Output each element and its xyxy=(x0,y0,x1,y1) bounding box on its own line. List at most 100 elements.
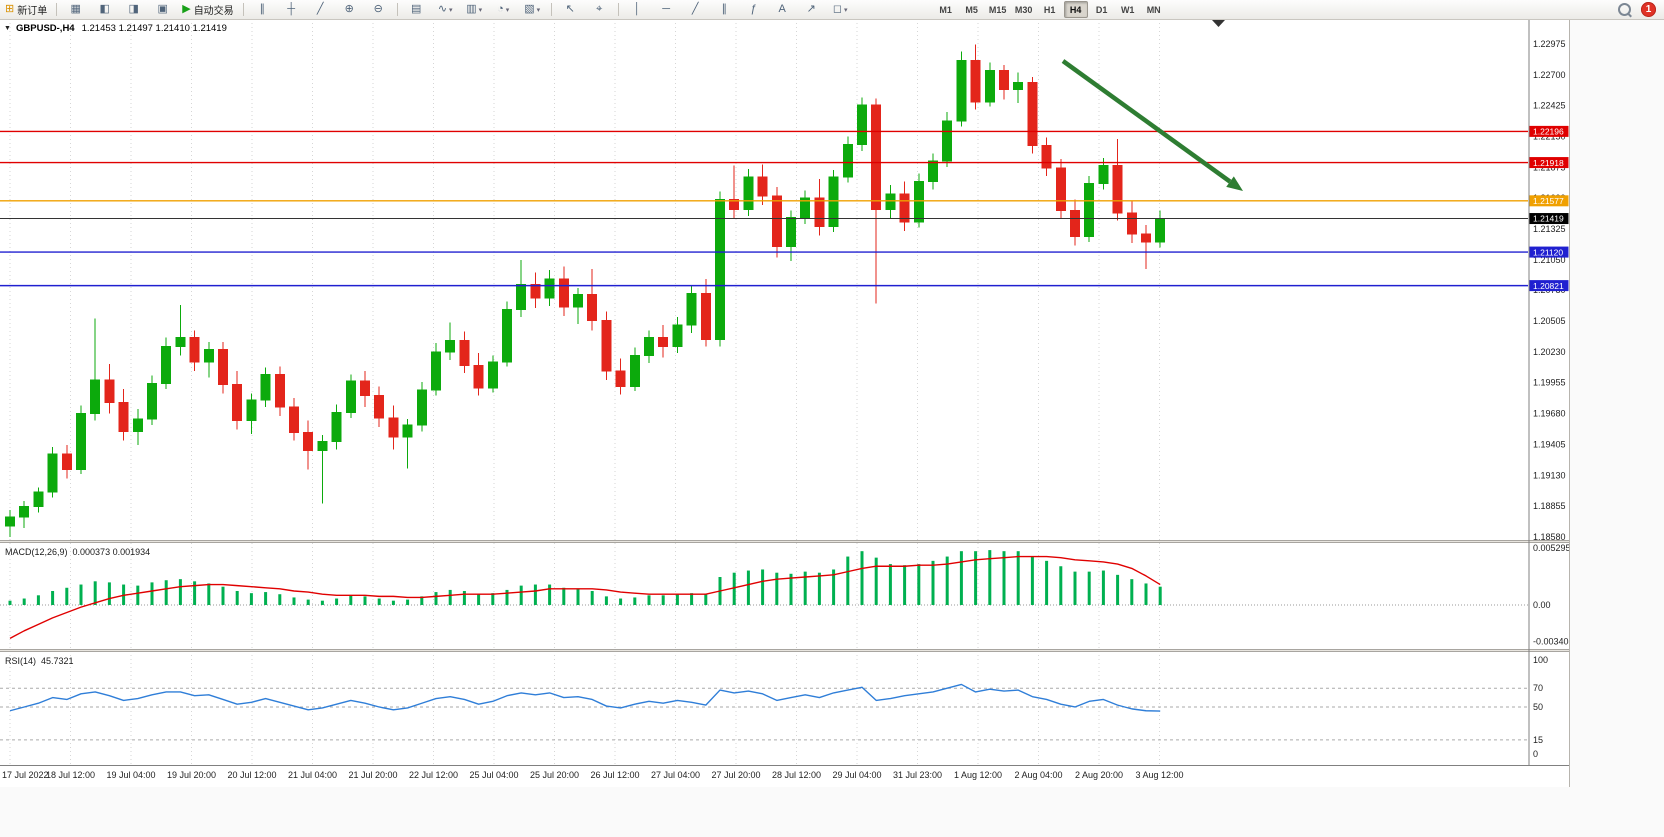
macd-histogram-bar xyxy=(761,569,765,605)
indicators-button[interactable]: ∿ ▾ xyxy=(432,0,459,19)
candle xyxy=(644,330,654,364)
candle xyxy=(601,311,612,380)
candle xyxy=(573,287,583,324)
candle xyxy=(374,386,385,428)
timeframe-button-m30[interactable]: M30 xyxy=(1014,4,1033,15)
auto-trading-button[interactable]: ▶ 自动交易 xyxy=(178,0,237,19)
chart-shift-marker[interactable] xyxy=(1212,20,1225,27)
candle xyxy=(274,366,285,416)
fibonacci-tool-button[interactable]: ƒ xyxy=(740,0,767,19)
timeframe-button-m15[interactable]: M15 xyxy=(988,4,1007,15)
price-badge: 1.21120 xyxy=(1529,246,1569,258)
dropdown-caret-icon: ▾ xyxy=(478,6,483,14)
timeframe-button-mn[interactable]: MN xyxy=(1146,4,1161,15)
auto-trading-play-icon: ▶ xyxy=(182,3,191,15)
candlestick-chart-button[interactable]: ┼ xyxy=(278,0,305,19)
price-axis-label: 1.22425 xyxy=(1533,101,1566,111)
tile-windows-button[interactable]: ▤ xyxy=(403,0,430,19)
candle xyxy=(1027,77,1038,154)
snapshot-button[interactable]: ▧ ▾ xyxy=(519,0,546,19)
candle xyxy=(317,434,328,504)
price-axis-label: 1.21050 xyxy=(1533,255,1566,265)
text-tool-button[interactable]: A xyxy=(769,0,796,19)
trend-arrow[interactable] xyxy=(1061,59,1243,191)
candle xyxy=(1041,137,1052,176)
dropdown-caret-icon: ▾ xyxy=(536,6,541,14)
zoom-out-button[interactable]: ⊖ xyxy=(365,0,392,19)
macd-histogram-bar xyxy=(690,593,694,605)
candle xyxy=(416,382,427,432)
rsi-axis-label: 100 xyxy=(1533,655,1548,665)
cursor-tool-button[interactable]: ↖ xyxy=(557,0,584,19)
price-axis-label: 1.19130 xyxy=(1533,470,1566,480)
annotation-badge[interactable]: 1 xyxy=(1641,2,1656,17)
timeframe-button-h4[interactable]: H4 xyxy=(1063,1,1088,18)
candlestick-chart-icon: ┼ xyxy=(287,3,296,15)
navigator-button[interactable]: ◨ xyxy=(120,0,147,19)
shapes-tool-button[interactable]: ◻ ▾ xyxy=(827,0,854,19)
time-axis-label: 25 Jul 04:00 xyxy=(469,770,518,780)
timeframe-button-w1[interactable]: W1 xyxy=(1120,4,1135,15)
vertical-line-tool-button[interactable]: │ xyxy=(624,0,651,19)
trendline-tool-button[interactable]: ╱ xyxy=(682,0,709,19)
timeframe-button-d1[interactable]: D1 xyxy=(1095,4,1108,15)
timeframe-button-m1[interactable]: M1 xyxy=(939,4,952,15)
chart-window[interactable]: 1.229751.227001.224251.221501.218751.216… xyxy=(0,19,1574,788)
macd-histogram-bar xyxy=(1130,579,1134,605)
macd-histogram-bar xyxy=(533,584,537,605)
macd-axis-label: 0.00 xyxy=(1533,600,1551,610)
channel-tool-button[interactable]: ∥ xyxy=(711,0,738,19)
candle xyxy=(757,164,768,205)
pane-separator[interactable] xyxy=(0,649,1569,652)
timeframe-button-m5[interactable]: M5 xyxy=(965,4,978,15)
one-click-trading-toggle[interactable]: ▼ xyxy=(4,25,11,32)
macd-histogram-bar xyxy=(434,592,438,605)
annotations-layer[interactable] xyxy=(1061,20,1243,191)
time-axis-label: 21 Jul 20:00 xyxy=(348,770,397,780)
indicators-icon: ∿ xyxy=(437,3,448,15)
templates-button[interactable]: ▥ ▾ xyxy=(461,0,488,19)
candle xyxy=(700,278,711,347)
macd-histogram-bar xyxy=(22,598,26,605)
crosshair-tool-button[interactable]: ⌖ xyxy=(586,0,613,19)
candle xyxy=(33,487,44,513)
market-watch-button[interactable]: ▦ xyxy=(62,0,89,19)
candle xyxy=(218,341,228,394)
candle xyxy=(402,419,413,469)
macd-signal-line xyxy=(9,555,1161,639)
line-chart-button[interactable]: ╱ xyxy=(307,0,334,19)
new-order-label: 新订单 xyxy=(17,6,48,17)
macd-histogram-bar xyxy=(420,596,424,605)
periods-button[interactable]: ◔ ▾ xyxy=(490,0,517,19)
macd-histogram-bar xyxy=(661,595,665,605)
new-order-button[interactable]: ⊞ 新订单 xyxy=(1,0,51,19)
macd-histogram-bar xyxy=(647,595,651,605)
macd-histogram-bar xyxy=(1101,570,1105,605)
pane-separator[interactable] xyxy=(0,540,1569,543)
macd-histogram-bar xyxy=(562,587,566,605)
timeframe-button-h1[interactable]: H1 xyxy=(1043,4,1056,15)
price-badge: 1.21577 xyxy=(1529,195,1569,207)
data-window-button[interactable]: ◧ xyxy=(91,0,118,19)
macd-histogram-bar xyxy=(846,556,850,605)
dropdown-caret-icon: ▾ xyxy=(505,6,510,14)
time-axis-label: 3 Aug 12:00 xyxy=(1135,770,1183,780)
vertical-line-icon: │ xyxy=(633,3,641,15)
macd-histogram-bar xyxy=(803,571,807,605)
terminal-button[interactable]: ▣ xyxy=(149,0,176,19)
macd-histogram-bar xyxy=(576,588,580,605)
arrows-tool-button[interactable]: ↗ xyxy=(798,0,825,19)
horizontal-lines-layer[interactable] xyxy=(0,130,1528,287)
macd-histogram-bar xyxy=(1045,560,1049,605)
price-badge: 1.22196 xyxy=(1529,125,1569,137)
chart-canvas[interactable]: 1.229751.227001.224251.221501.218751.216… xyxy=(0,19,1574,787)
bar-chart-button[interactable]: ∥ xyxy=(249,0,276,19)
search-icon[interactable] xyxy=(1618,3,1631,16)
macd-histogram-bar xyxy=(107,582,111,605)
zoom-in-button[interactable]: ⊕ xyxy=(336,0,363,19)
channel-icon: ∥ xyxy=(721,3,727,15)
candle xyxy=(445,322,456,360)
tile-windows-icon: ▤ xyxy=(410,3,422,15)
horizontal-line-tool-button[interactable]: ─ xyxy=(653,0,680,19)
